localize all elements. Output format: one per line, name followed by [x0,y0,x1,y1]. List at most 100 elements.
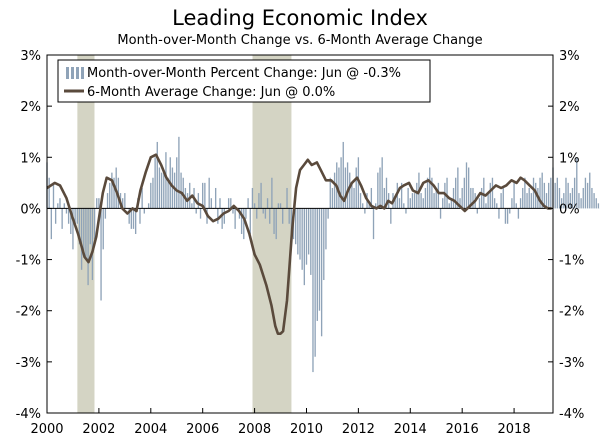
mom-bar [390,208,392,224]
y-tick-label-right: -1% [559,254,584,269]
mom-bar [442,198,444,209]
mom-bar [500,193,502,209]
mom-bar [176,157,178,209]
mom-bar [251,187,254,209]
legend-bar-swatch-stripe [71,67,74,79]
mom-bar [160,172,163,209]
mom-bar [303,208,305,286]
mom-bar [433,193,435,209]
y-tick-label-left: -2% [16,305,41,320]
mom-bar [476,208,478,214]
mom-bar [271,177,273,209]
y-tick-label-left: 3% [20,49,41,64]
mom-bar [416,182,418,209]
mom-bar [493,198,496,209]
mom-bar [96,198,98,209]
mom-bar [67,208,70,224]
mom-bar [74,208,76,224]
legend-box [57,59,431,103]
mom-bar [567,182,569,209]
mom-bar [563,193,565,209]
mom-bar [595,198,597,209]
mom-bar [459,198,461,209]
mom-bar [543,182,546,209]
mom-bar [143,208,145,214]
y-tick-label-left: 2% [20,100,41,115]
mom-bar [576,157,578,209]
mom-bar [78,208,81,245]
mom-bar [191,203,193,209]
mom-bar [541,172,543,209]
mom-bar [93,208,96,240]
mom-bar [104,208,107,219]
mom-bar [439,208,442,219]
mom-bar [173,172,176,209]
y-tick-label-left: 1% [20,151,41,166]
mom-bar [586,182,589,209]
mom-bar [333,172,336,209]
mom-bar [515,203,517,209]
y-tick-label-left: -1% [16,254,41,269]
mom-bar [124,193,126,209]
mom-bar [452,187,455,209]
mom-bar [424,187,427,209]
mom-bar [87,208,89,286]
chart-title: Leading Economic Index [172,6,428,30]
mom-bar [240,208,243,234]
mom-bar [147,203,150,209]
mom-bar [305,208,308,265]
mom-bar [219,198,221,209]
mom-bar [85,208,87,260]
mom-bar [61,208,63,229]
mom-bar [383,187,386,209]
mom-bar [260,182,262,209]
mom-bar [243,208,245,240]
mom-bar [318,208,321,311]
mom-bar [526,193,528,209]
mom-bar [342,141,344,209]
mom-bar [299,208,301,260]
mom-bar [446,177,448,209]
recession-band-2 [252,55,292,413]
y-tick-label-right: -2% [559,305,584,320]
mom-bar [100,208,102,301]
mom-bar [411,193,414,209]
mom-bar [310,208,312,275]
mom-bar [355,167,357,209]
six-month-average-line [46,153,552,335]
mom-bar [377,172,379,209]
mom-bar [48,177,50,209]
mom-bar [163,172,165,209]
mom-bar [467,167,470,209]
mom-bar [524,177,526,209]
mom-bar [450,198,453,209]
mom-bar [485,203,487,209]
legend-bar-swatch-stripe [76,67,79,79]
mom-bar [54,208,57,224]
mom-bar [470,187,472,209]
mom-bar [405,208,407,214]
mom-bar [83,208,85,255]
mom-bar [398,198,401,209]
mom-bar [208,177,210,209]
mom-bar [50,208,52,240]
mom-bar [431,177,433,209]
mom-bar [593,193,595,209]
mom-bar [253,203,256,209]
mom-bar [582,187,584,209]
mom-bar [513,182,515,209]
mom-bar [448,203,450,209]
mom-bar [502,187,504,209]
mom-bar [214,187,217,209]
mom-bar [327,208,329,219]
mom-bar [223,208,225,224]
mom-bar [465,162,468,209]
mom-bar [519,198,522,209]
x-tick-label: 2014 [394,422,427,437]
y-tick-label-right: 1% [559,151,580,166]
tick-labels: 3% 3% 2% 2% 1% 1% 0% 0% -1% -1% -2% -2% -3% -3% -4% -4%… [16,49,585,437]
mom-bar [277,203,280,209]
mom-bar [301,208,303,270]
mom-bar [262,208,264,214]
